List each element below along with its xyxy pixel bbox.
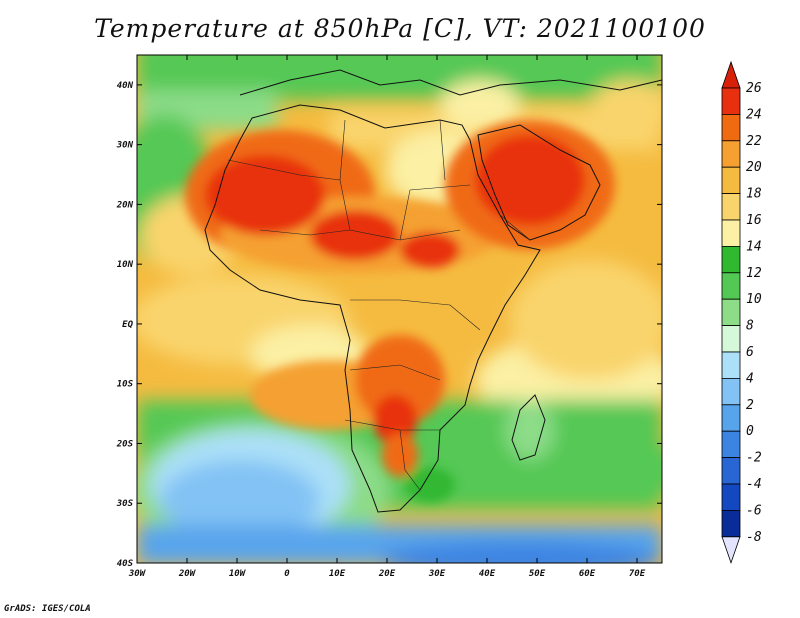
colorbar-box <box>721 166 741 194</box>
field-indian-yellow <box>510 260 662 380</box>
field-zambia-red <box>373 395 417 445</box>
colorbar-box <box>721 272 741 300</box>
lon-tick-label: 50E <box>529 569 546 579</box>
colorbar-label: 8 <box>746 319 754 334</box>
field-kalahari-orange <box>382 433 418 477</box>
colorbar-box <box>721 87 741 115</box>
lon-tick-label: 60E <box>579 569 596 579</box>
lon-tick-label: 20E <box>378 569 396 579</box>
colorbar-box <box>721 325 741 353</box>
lon-tick-label: 30E <box>428 569 446 579</box>
colorbar-box <box>721 298 741 327</box>
map-frame <box>136 54 663 564</box>
madagascar-coastline <box>511 394 546 461</box>
border-line <box>349 364 441 381</box>
field-io-green <box>520 430 662 510</box>
field-south-deepblue <box>380 542 660 563</box>
lon-tick-label: 20W <box>178 569 197 579</box>
border-line <box>259 229 351 236</box>
lat-tick-label: 40N <box>117 81 134 91</box>
lat-tick-label: 30S <box>116 499 134 509</box>
colorbar-label: 24 <box>746 107 762 122</box>
colorbar-box <box>721 483 741 511</box>
colorbar-label: -2 <box>746 451 762 466</box>
colorbar-box <box>721 430 741 459</box>
lon-tick-label: 30W <box>128 569 147 579</box>
field-sudan-red <box>400 232 460 268</box>
latitude-ticks: 40N 30N 20N 10N EQ 10S 20S 30S 40S <box>116 81 662 569</box>
africa-coastline <box>204 104 541 513</box>
colorbar-box <box>721 140 741 168</box>
lat-tick-label: EQ <box>122 320 133 330</box>
lon-tick-label: 10W <box>229 569 247 579</box>
lat-tick-label: 20S <box>116 439 134 449</box>
colorbar-label: -4 <box>746 477 762 492</box>
lat-tick-label: 30N <box>116 141 134 151</box>
colorbar-box <box>721 457 741 485</box>
colorbar-top-arrow <box>721 60 741 89</box>
colorbar-box <box>721 404 741 432</box>
lat-tick-label: 20N <box>116 200 134 210</box>
border-line <box>399 184 471 241</box>
grads-credit: GrADS: IGES/COLA <box>4 604 91 614</box>
border-line <box>339 119 346 181</box>
colorbar-boxes <box>721 60 741 565</box>
border-line <box>499 214 531 241</box>
lon-tick-label: 70E <box>629 569 646 579</box>
field-safrica-green <box>405 467 455 503</box>
colorbar-label: 22 <box>746 134 762 149</box>
colorbar-bottom-arrow <box>721 536 741 565</box>
lon-tick-label: 0 <box>284 569 290 579</box>
colorbar-label: 12 <box>746 266 762 281</box>
field-mali-red <box>205 155 325 235</box>
field-arabia-red <box>475 135 585 225</box>
lon-tick-label: 10E <box>329 569 346 579</box>
border-line <box>227 159 461 241</box>
colorbar-label: 26 <box>746 81 762 96</box>
longitude-ticks: 30W 20W 10W 0 10E 20E 30E 40E 50E 60E 70E <box>128 55 646 579</box>
field-levant-pale <box>440 80 520 130</box>
field-sa-blue <box>160 460 320 540</box>
colorbar-label: 6 <box>746 345 754 360</box>
arabia-coastline <box>477 124 601 241</box>
lon-tick-label: 40E <box>479 569 496 579</box>
field-zambia-orange <box>355 335 445 425</box>
colorbar-label: -8 <box>746 530 762 545</box>
colorbar-label: 2 <box>746 398 754 413</box>
border-line <box>399 429 421 491</box>
colorbar-box <box>721 377 741 406</box>
colorbar-box <box>721 245 741 274</box>
colorbar-label: 14 <box>746 239 762 254</box>
colorbar-label: 16 <box>746 213 762 228</box>
lat-tick-label: 40S <box>117 559 134 569</box>
coastlines <box>204 69 662 513</box>
chart-title: Temperature at 850hPa [C], VT: 202110010… <box>94 14 706 43</box>
colorbar-label: 20 <box>746 160 762 175</box>
lat-tick-label: 10S <box>117 380 134 390</box>
colorbar-box <box>721 114 741 142</box>
borders <box>227 119 531 491</box>
europe-coastline <box>239 69 662 96</box>
colorbar-label: 4 <box>746 371 754 386</box>
field-iran-yellow <box>590 80 662 140</box>
colorbar-label: 0 <box>746 424 754 439</box>
field-chad-red <box>310 210 400 260</box>
colorbar-label: -6 <box>746 503 762 518</box>
colorbar-box <box>721 509 741 538</box>
border-line <box>439 119 446 181</box>
colorbar-box <box>721 219 741 247</box>
colorbar-box <box>721 351 741 379</box>
border-line <box>350 299 481 331</box>
colorbar-box <box>721 193 741 221</box>
lat-tick-label: 10N <box>117 260 134 270</box>
colorbar-label: 18 <box>746 187 762 202</box>
colorbar-label: 10 <box>746 292 762 307</box>
